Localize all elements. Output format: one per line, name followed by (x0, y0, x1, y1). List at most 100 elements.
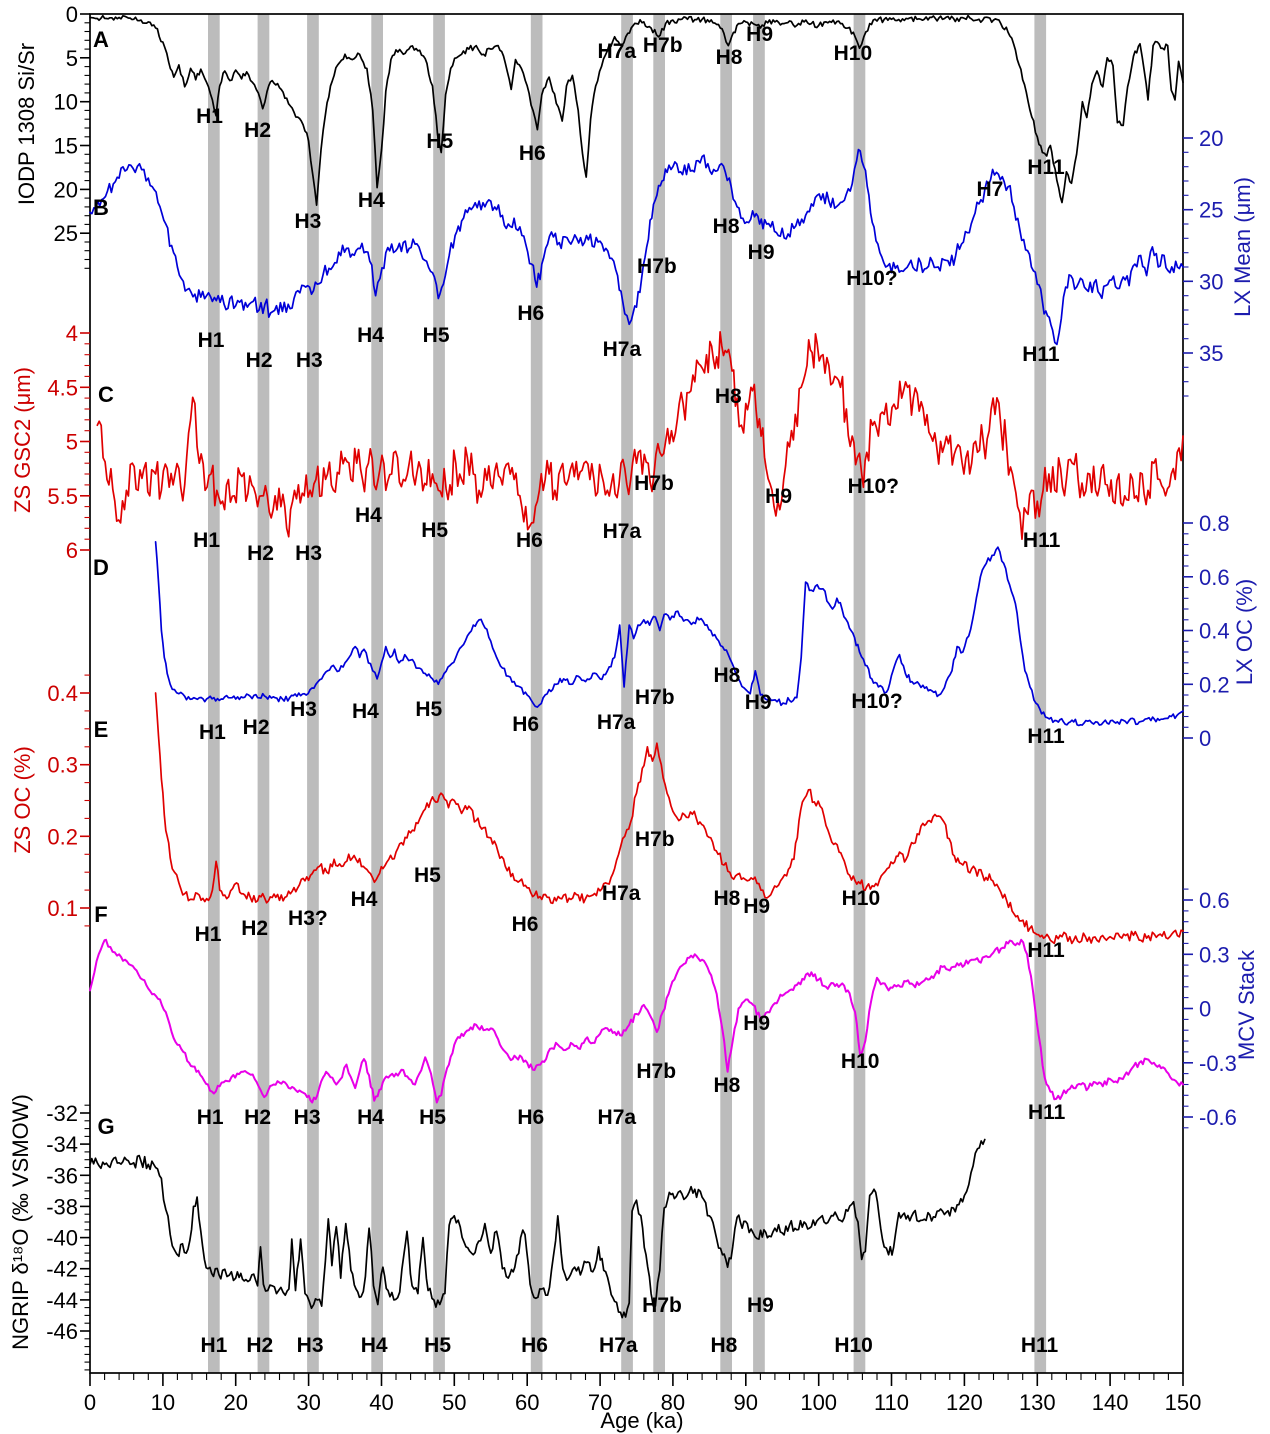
event-label-H9: H9 (743, 895, 770, 918)
y-tick-label: -42 (46, 1257, 78, 1282)
event-labels-G: H7b H9 H1 H2 H3 H4 H5 H6 H7a H8 H10 H11 (200, 1294, 1058, 1357)
y-axis-D: 0.8 0.6 0.4 0.2 0 (1183, 511, 1230, 751)
event-label-H2: H2 (246, 349, 273, 372)
panel-label-b: B (93, 195, 109, 220)
event-label-H10: H10 (841, 1050, 880, 1073)
event-label-H8: H8 (713, 1074, 740, 1097)
event-label-H3: H3 (296, 349, 323, 372)
y-tick-label: 20 (54, 177, 78, 202)
event-label-H9: H9 (765, 485, 792, 508)
event-label-H2: H2 (243, 716, 270, 739)
y-tick-label: 0.3 (1199, 942, 1230, 967)
y-tick-label: -40 (46, 1226, 78, 1251)
y-tick-label: 4.5 (47, 375, 78, 400)
heinrich-bar-H1 (208, 14, 220, 1373)
event-label-H7a: H7a (598, 1106, 637, 1129)
event-label-H8: H8 (710, 1334, 737, 1357)
x-axis-title: Age (ka) (600, 1408, 684, 1433)
event-label-H11: H11 (1027, 156, 1065, 179)
event-label-H4: H4 (357, 324, 384, 347)
event-label-H4: H4 (352, 700, 379, 723)
panel-label-a: A (93, 27, 109, 52)
series-line-D (154, 540, 1184, 727)
y-tick-label: 0.2 (47, 824, 78, 849)
event-label-H7b: H7b (634, 472, 674, 495)
event-label-H11: H11 (1021, 1334, 1059, 1357)
event-label-H5: H5 (419, 1106, 446, 1129)
heinrich-bar-H8 (720, 14, 732, 1373)
event-label-H5: H5 (423, 324, 450, 347)
event-label-H5: H5 (421, 519, 448, 542)
event-label-H1: H1 (199, 721, 226, 744)
event-label-H3: H3? (288, 907, 328, 930)
event-label-H9: H9 (747, 1294, 774, 1317)
event-label-H8: H8 (713, 664, 740, 687)
event-label-H2: H2 (244, 1106, 271, 1129)
y-tick-label: -38 (46, 1194, 78, 1219)
y-axis-C: 4 4.5 5 5.5 6 (47, 321, 90, 563)
event-label-H10: H10 (842, 887, 881, 910)
event-label-H10: H10 (834, 42, 873, 65)
heinrich-bar-H7b (653, 14, 665, 1373)
event-label-H5: H5 (414, 864, 441, 887)
y-tick-label: 0 (66, 2, 78, 27)
event-label-H7a: H7a (602, 882, 641, 905)
y-tick-label: -32 (46, 1101, 78, 1126)
x-tick-label: 40 (369, 1390, 393, 1415)
y-tick-label: 6 (66, 538, 78, 563)
event-label-H6: H6 (512, 913, 539, 936)
y-tick-label: 0 (1199, 726, 1211, 751)
event-labels-E: H1 H2 H3? H4 H5 H6 H7a H7b H8 H9 H10 H11 (195, 828, 1065, 962)
event-label-H6: H6 (517, 1106, 544, 1129)
event-label-H8: H8 (713, 887, 740, 910)
x-tick-label: 20 (223, 1390, 247, 1415)
y-axis-A: 0 5 10 15 20 25 (54, 2, 90, 269)
y-tick-label: 0.2 (1199, 672, 1230, 697)
y-tick-label: 5 (66, 430, 78, 455)
event-label-H3: H3 (294, 1106, 321, 1129)
panel-label-e: E (93, 717, 109, 742)
event-label-H9: H9 (746, 23, 773, 46)
axis-title-mcv-stack: MCV Stack (1234, 949, 1259, 1061)
y-tick-label: 4 (66, 321, 78, 346)
event-label-H7b: H7b (636, 1060, 676, 1083)
event-label-H4: H4 (361, 1334, 388, 1357)
event-labels-C: H1 H2 H3 H4 H5 H6 H7a H7b H8 H9 H10? H11 (193, 385, 1060, 565)
event-labels-B: H1 H2 H3 H4 H5 H6 H7a H7b H8 H9 H10? H7 H11 (198, 178, 1060, 372)
y-tick-label: 0.3 (47, 753, 78, 778)
panel-label-d: D (93, 555, 109, 580)
series-line-E (154, 692, 1184, 945)
y-tick-label: 0.4 (47, 681, 78, 706)
axis-title-lx-oc: LX OC (%) (1232, 578, 1257, 686)
y-tick-label: 30 (1199, 269, 1223, 294)
series-line-G (89, 1138, 986, 1319)
event-label-H7a: H7a (598, 40, 637, 63)
series-line-A (89, 14, 1184, 206)
series-line-C (96, 331, 1184, 541)
x-tick-label: 0 (84, 1390, 96, 1415)
event-label-H8: H8 (716, 46, 743, 69)
x-tick-label: 130 (1019, 1390, 1056, 1415)
event-label-H10: H10? (851, 690, 902, 713)
event-label-H6: H6 (512, 713, 539, 736)
event-label-H8: H8 (713, 215, 740, 238)
event-label-H6: H6 (521, 1334, 548, 1357)
event-label-H7a: H7a (599, 1334, 638, 1357)
x-tick-label: 150 (1165, 1390, 1202, 1415)
y-tick-label: 25 (54, 221, 78, 246)
heinrich-bars (208, 14, 1047, 1373)
event-label-H7b: H7b (642, 1294, 682, 1317)
event-label-H2: H2 (246, 1334, 273, 1357)
event-label-H7b: H7b (635, 686, 675, 709)
event-label-H8: H8 (715, 385, 742, 408)
event-label-H1: H1 (198, 329, 225, 352)
event-label-H11: H11 (1022, 343, 1060, 366)
event-label-H5: H5 (426, 130, 453, 153)
panel-label-f: F (94, 902, 108, 927)
heinrich-bar-H9 (753, 14, 765, 1373)
y-tick-label: 0.6 (1199, 565, 1230, 590)
event-label-H2: H2 (247, 542, 274, 565)
event-label-H11: H11 (1027, 939, 1065, 962)
